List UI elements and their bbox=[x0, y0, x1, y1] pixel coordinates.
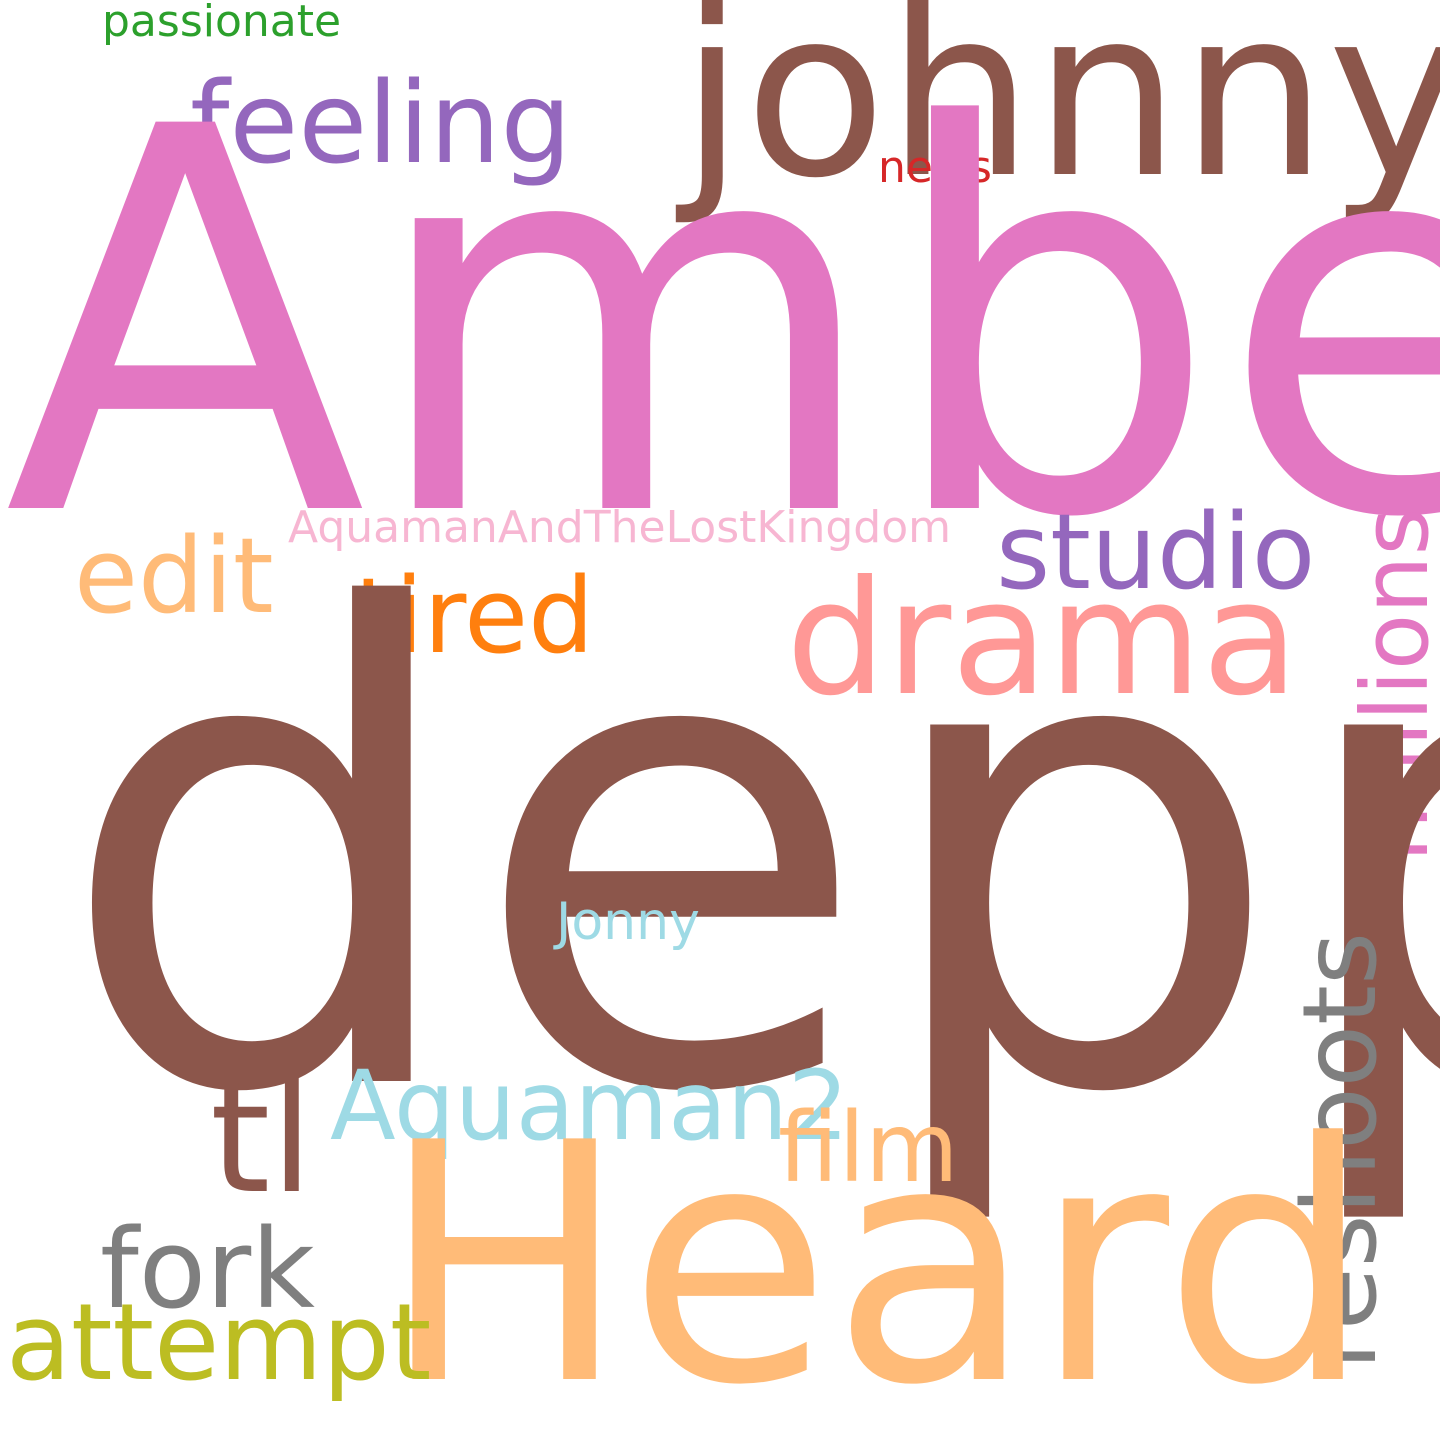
word-news: news bbox=[878, 142, 992, 193]
word-depp: depp bbox=[56, 476, 1440, 1235]
word-feeling: feeling bbox=[190, 59, 572, 189]
word-heard: Heard bbox=[380, 1073, 1373, 1440]
word-studio: studio bbox=[996, 491, 1316, 613]
word-amber: Amber bbox=[4, 16, 1440, 633]
word-johnny: johnny bbox=[680, 0, 1440, 229]
word-attempt: attempt bbox=[6, 1281, 432, 1404]
word-aquaman2: Aquaman2 bbox=[330, 1050, 849, 1162]
word-fork: fork bbox=[100, 1205, 315, 1333]
word-aquaman-and-the-lost-kingdom: AquamanAndTheLostKingdom bbox=[288, 502, 952, 553]
word-jonny: Jonny bbox=[556, 892, 700, 952]
word-edit: edit bbox=[74, 515, 274, 637]
word-tired: tired bbox=[354, 555, 595, 677]
word-drama: drama bbox=[786, 547, 1299, 731]
word-tl: tl bbox=[210, 1049, 314, 1228]
word-film: film bbox=[778, 1092, 959, 1204]
word-passionate: passionate bbox=[102, 0, 342, 47]
